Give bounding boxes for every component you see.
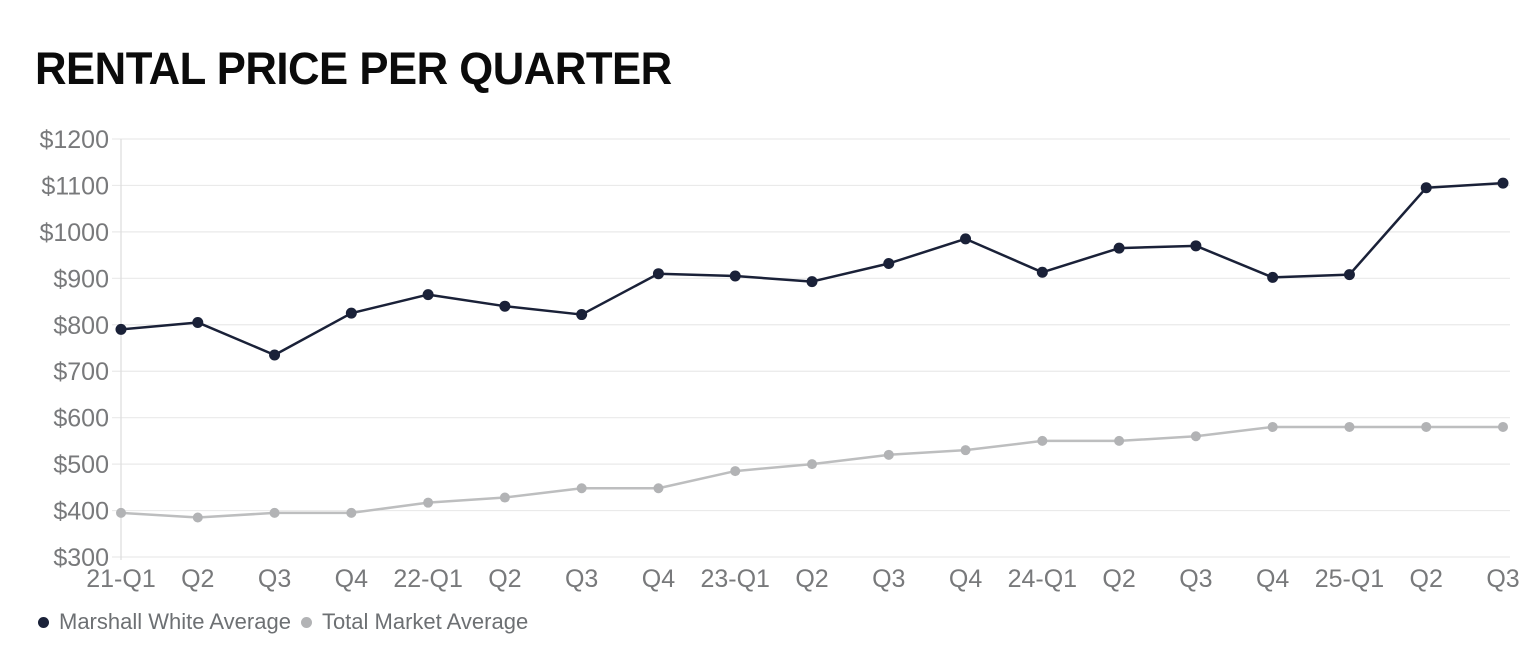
data-point-total-market-average — [423, 497, 434, 508]
x-tick-label: Q2 — [795, 565, 828, 593]
data-point-total-market-average — [1114, 435, 1125, 446]
y-tick-label: $600 — [53, 405, 109, 433]
data-point-total-market-average — [576, 483, 587, 494]
y-tick-label: $400 — [53, 498, 109, 526]
data-point-total-market-average — [1344, 421, 1355, 432]
legend-item-marshall-white-average[interactable]: Marshall White Average — [38, 609, 291, 635]
data-point-total-market-average — [1267, 421, 1278, 432]
data-point-marshall-white-average — [422, 289, 434, 301]
x-tick-label: 23-Q1 — [700, 565, 769, 593]
data-point-total-market-average — [653, 483, 664, 494]
chart-title: RENTAL PRICE PER QUARTER — [35, 43, 672, 94]
x-tick-label: 22-Q1 — [393, 565, 462, 593]
y-tick-label: $500 — [53, 451, 109, 479]
x-tick-label: 21-Q1 — [86, 565, 155, 593]
data-point-marshall-white-average — [269, 349, 281, 361]
x-tick-label: Q3 — [872, 565, 905, 593]
y-tick-label: $700 — [53, 358, 109, 386]
series-marshall-white-average — [115, 177, 1509, 361]
y-gridlines — [112, 138, 1510, 558]
data-point-total-market-average — [807, 459, 817, 470]
x-tick-label: 24-Q1 — [1008, 565, 1077, 593]
x-tick-label: Q2 — [488, 565, 521, 593]
y-tick-label: $1200 — [39, 126, 109, 154]
data-point-total-market-average — [192, 512, 203, 523]
data-point-marshall-white-average — [1343, 269, 1355, 281]
y-tick-label: $300 — [53, 544, 109, 572]
x-tick-label: Q2 — [181, 565, 214, 593]
x-tick-label: Q4 — [1256, 565, 1289, 593]
data-point-total-market-average — [1421, 421, 1432, 432]
data-point-total-market-average — [730, 466, 741, 477]
data-point-marshall-white-average — [1113, 242, 1125, 254]
data-point-marshall-white-average — [115, 323, 127, 335]
y-axis-tick-labels: $1200 $1100 $1000 $900 $800 $700 $600 $500 $400 $… — [39, 126, 109, 572]
x-tick-label: Q2 — [1410, 565, 1443, 593]
data-point-marshall-white-average — [960, 233, 972, 245]
data-point-marshall-white-average — [652, 268, 664, 280]
data-point-total-market-average — [960, 445, 971, 456]
legend-dot-total-market-icon — [300, 616, 312, 628]
legend-label-total-market: Total Market Average — [321, 609, 529, 634]
data-point-marshall-white-average — [499, 300, 511, 312]
series-line-marshall-white-average — [119, 181, 1505, 357]
data-point-marshall-white-average — [1036, 266, 1048, 278]
legend-item-total-market-average[interactable]: Total Market Average — [300, 609, 529, 635]
data-point-total-market-average — [499, 492, 510, 503]
data-point-total-market-average — [1190, 431, 1201, 442]
legend-label-marshall-white: Marshall White Average — [59, 609, 291, 634]
data-point-marshall-white-average — [1267, 271, 1279, 283]
data-point-total-market-average — [269, 507, 280, 518]
data-point-total-market-average — [1037, 435, 1048, 446]
data-point-marshall-white-average — [192, 316, 204, 328]
series-line-total-market-average — [119, 425, 1505, 519]
data-point-total-market-average — [883, 449, 894, 460]
data-point-total-market-average — [116, 507, 126, 518]
x-tick-label: Q4 — [949, 565, 982, 593]
x-tick-label: 25-Q1 — [1315, 565, 1384, 593]
data-point-marshall-white-average — [1190, 240, 1202, 252]
x-tick-label: Q3 — [258, 565, 291, 593]
data-point-total-market-average — [1498, 421, 1508, 432]
y-tick-label: $1000 — [39, 219, 109, 247]
x-axis-tick-labels: 21-Q1 Q2 Q3 Q4 22-Q1 Q2 Q3 Q4 23-Q1 Q2 Q3 Q4 24-Q1 Q2… — [86, 565, 1519, 593]
legend-dot-marshall-white-icon — [38, 616, 49, 628]
data-point-marshall-white-average — [345, 307, 357, 319]
series-total-market-average — [116, 421, 1508, 523]
data-point-marshall-white-average — [1497, 177, 1509, 189]
x-tick-label: Q3 — [1486, 565, 1519, 593]
data-point-marshall-white-average — [883, 257, 895, 269]
chart-legend: Marshall White Average Total Market Aver… — [38, 609, 528, 635]
data-point-marshall-white-average — [576, 309, 588, 321]
x-tick-label: Q3 — [565, 565, 598, 593]
y-tick-label: $1100 — [41, 172, 109, 200]
x-tick-label: Q3 — [1179, 565, 1212, 593]
data-point-marshall-white-average — [806, 276, 818, 288]
data-point-marshall-white-average — [1420, 182, 1432, 194]
x-tick-label: Q4 — [642, 565, 675, 593]
data-point-marshall-white-average — [729, 270, 741, 282]
y-tick-label: $900 — [53, 265, 109, 293]
y-tick-label: $800 — [53, 312, 109, 340]
x-tick-label: Q4 — [335, 565, 368, 593]
x-tick-label: Q2 — [1102, 565, 1135, 593]
data-point-total-market-average — [346, 507, 357, 518]
